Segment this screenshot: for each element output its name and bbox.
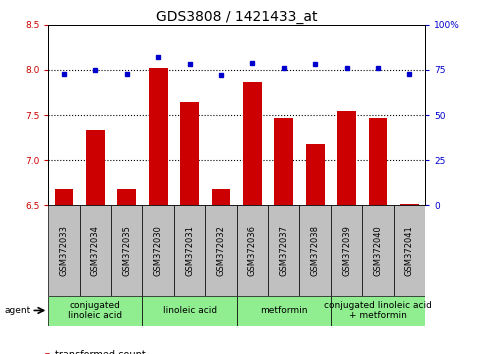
Bar bbox=[306, 144, 325, 205]
Bar bbox=[80, 205, 111, 296]
Text: GSM372035: GSM372035 bbox=[122, 225, 131, 276]
Bar bbox=[117, 189, 136, 205]
Text: GSM372041: GSM372041 bbox=[405, 225, 414, 276]
Text: GSM372034: GSM372034 bbox=[91, 225, 100, 276]
Bar bbox=[369, 118, 387, 205]
Text: GSM372039: GSM372039 bbox=[342, 225, 351, 276]
Bar bbox=[243, 82, 262, 205]
Bar bbox=[149, 68, 168, 205]
Bar bbox=[362, 205, 394, 296]
Text: GSM372031: GSM372031 bbox=[185, 225, 194, 276]
Text: GSM372037: GSM372037 bbox=[279, 225, 288, 276]
Bar bbox=[205, 205, 237, 296]
Bar bbox=[337, 110, 356, 205]
Bar bbox=[174, 205, 205, 296]
Bar bbox=[237, 205, 268, 296]
Bar bbox=[48, 296, 142, 326]
Bar bbox=[400, 204, 419, 205]
Text: linoleic acid: linoleic acid bbox=[162, 306, 217, 315]
Bar bbox=[180, 102, 199, 205]
Bar bbox=[86, 130, 105, 205]
Bar bbox=[299, 205, 331, 296]
Text: GSM372033: GSM372033 bbox=[59, 225, 69, 276]
Text: GSM372030: GSM372030 bbox=[154, 225, 163, 276]
Bar bbox=[111, 205, 142, 296]
Bar bbox=[274, 118, 293, 205]
Bar bbox=[331, 296, 425, 326]
Text: GSM372036: GSM372036 bbox=[248, 225, 257, 276]
Text: conjugated
linoleic acid: conjugated linoleic acid bbox=[68, 301, 123, 320]
Bar bbox=[268, 205, 299, 296]
Bar bbox=[237, 296, 331, 326]
Bar bbox=[142, 296, 237, 326]
Text: agent: agent bbox=[5, 306, 31, 315]
Text: conjugated linoleic acid
+ metformin: conjugated linoleic acid + metformin bbox=[324, 301, 432, 320]
Bar bbox=[55, 189, 73, 205]
Bar bbox=[48, 205, 80, 296]
Text: GSM372032: GSM372032 bbox=[216, 225, 226, 276]
Bar bbox=[394, 205, 425, 296]
Legend: transformed count, percentile rank within the sample: transformed count, percentile rank withi… bbox=[43, 350, 220, 354]
Text: GSM372038: GSM372038 bbox=[311, 225, 320, 276]
Bar bbox=[212, 189, 230, 205]
Text: metformin: metformin bbox=[260, 306, 308, 315]
Text: GSM372040: GSM372040 bbox=[373, 225, 383, 276]
Bar bbox=[331, 205, 362, 296]
Title: GDS3808 / 1421433_at: GDS3808 / 1421433_at bbox=[156, 10, 317, 24]
Bar bbox=[142, 205, 174, 296]
